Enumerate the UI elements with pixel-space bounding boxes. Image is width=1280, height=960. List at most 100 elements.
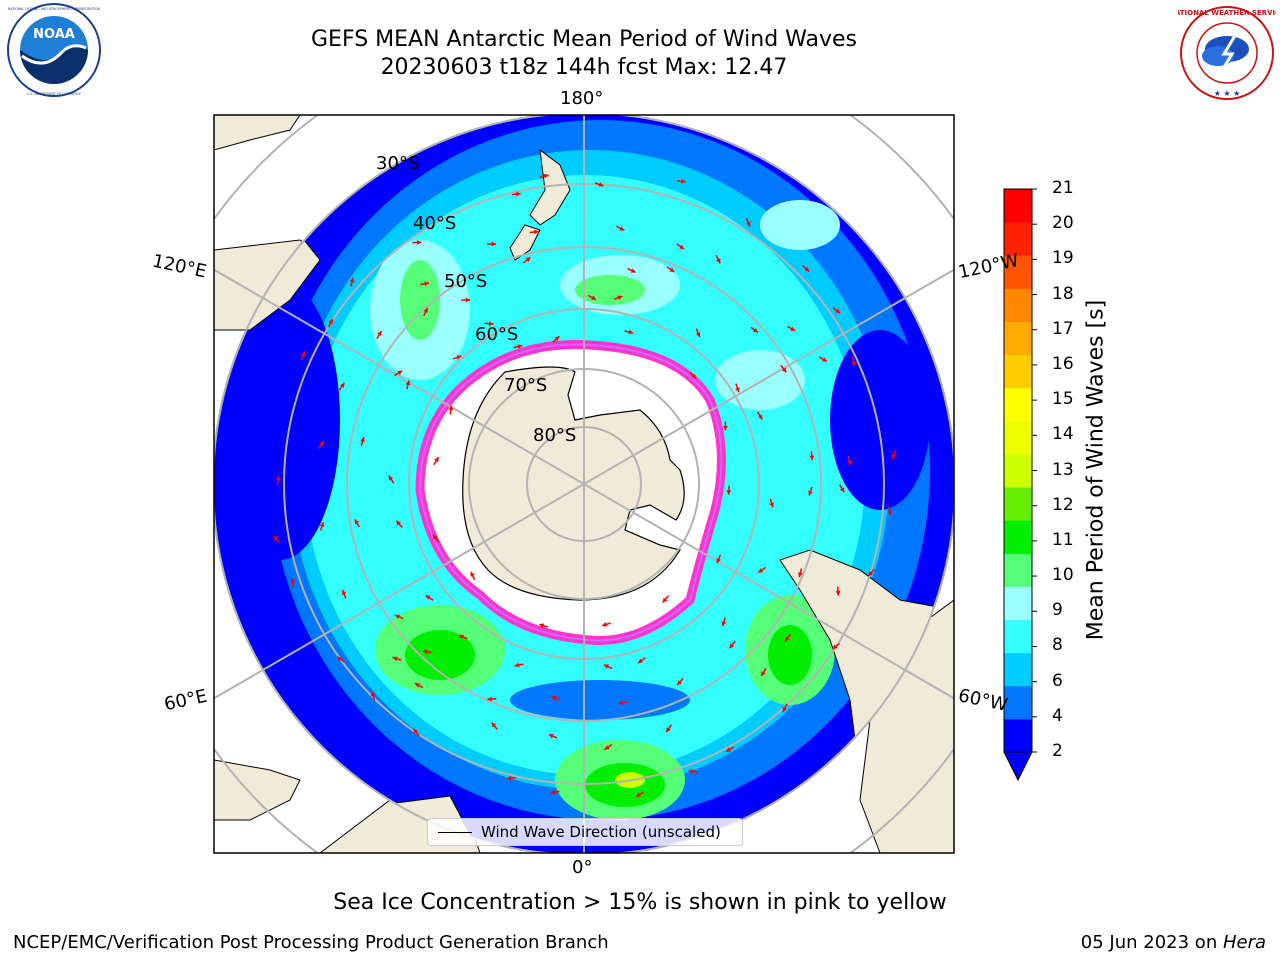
wave-arrow-head — [275, 475, 281, 481]
wave-arrow-head — [465, 297, 471, 303]
wave-arrow-head — [534, 229, 539, 235]
colorbar-tick-label: 9 — [1052, 600, 1063, 621]
wave-arrow-head — [598, 182, 604, 187]
wave-arrow-head — [716, 258, 721, 264]
chart-subtitle: 20230603 t18z 144h fcst Max: 12.47 — [380, 55, 788, 80]
wave-arrow-head — [835, 308, 841, 314]
noaa-logo: NOAA NATIONAL OCEANIC AND ATMOSPHERIC AD… — [4, 2, 104, 106]
wave-arrow-head — [602, 622, 607, 627]
wave-arrow-head — [349, 277, 355, 283]
wave-arrow-head — [726, 747, 731, 752]
wave-arrow-head — [832, 644, 838, 649]
wave-arrow-head — [666, 727, 671, 733]
wave-arrow-head — [781, 367, 787, 373]
wave-arrow-head — [669, 267, 675, 273]
nws-stars: ★ ★ ★ — [1214, 89, 1241, 98]
antarctica-land — [462, 366, 685, 601]
wave-arrow-head — [319, 522, 325, 527]
wave-arrow-head — [337, 656, 343, 662]
colorbar-band — [1004, 321, 1032, 356]
wave-arrow-head — [891, 454, 896, 460]
wave-arrow-head — [301, 351, 306, 357]
wave-arrow-head — [758, 568, 764, 573]
wave-arrow-head — [396, 520, 402, 526]
wave-arrow-head — [413, 728, 418, 734]
colorbar-band — [1004, 453, 1032, 488]
legend-line-icon — [438, 831, 472, 833]
wave-arrow-head — [681, 178, 686, 184]
colorbar-band — [1004, 288, 1032, 322]
wave-arrow-head — [551, 695, 557, 701]
lon-label-bottom: 0° — [572, 857, 593, 878]
wave-arrow-head — [517, 344, 523, 349]
wave-arrow-head — [723, 426, 728, 431]
map-legend: Wind Wave Direction (unscaled) — [427, 818, 743, 846]
wave-arrow-head — [354, 519, 360, 525]
wave-arrow-head — [769, 502, 774, 508]
wave-arrow-head — [414, 683, 420, 688]
colorbar-tick-label: 10 — [1052, 565, 1074, 586]
colorbar-tick-label: 19 — [1052, 248, 1074, 269]
colorbar-tick-label: 18 — [1052, 283, 1074, 304]
wave-arrow-head — [808, 490, 813, 496]
wave-arrow-head — [456, 355, 462, 360]
colorbar-extend-triangle — [1003, 751, 1033, 782]
wave-arrow-head — [491, 722, 497, 728]
footer-credit: NCEP/EMC/Verification Post Processing Pr… — [13, 932, 609, 953]
wave-arrow-head — [790, 326, 796, 331]
wave-arrow-head — [514, 662, 520, 668]
noaa-logo-text: NOAA — [33, 27, 75, 42]
colorbar-band — [1004, 652, 1032, 687]
colorbar-tick-label: 8 — [1052, 635, 1063, 656]
lat-label-40s: 40°S — [413, 213, 457, 234]
wave-arrow-head — [273, 535, 279, 541]
colorbar-tick-label: 11 — [1052, 529, 1074, 550]
wave-arrow-head — [424, 281, 430, 287]
colorbar-band — [1004, 420, 1032, 455]
wave-arrow-head — [746, 221, 751, 227]
wave-arrow-head — [785, 636, 790, 642]
wave-arrow-head — [679, 244, 685, 250]
colorbar-band — [1004, 718, 1032, 753]
colorbar-band — [1004, 387, 1032, 422]
wave-arrow-head — [458, 634, 464, 640]
graticule — [214, 115, 954, 853]
wave-arrow-head — [809, 455, 815, 461]
wave-arrow-head — [550, 789, 556, 795]
footer-system: Hera — [1222, 932, 1266, 953]
footer-date: 05 Jun 2023 on Hera — [1081, 932, 1266, 953]
sea-ice-note: Sea Ice Concentration > 15% is shown in … — [333, 890, 947, 915]
wave-arrow-head — [691, 373, 697, 379]
colorbar-label: Mean Period of Wind Waves [s] — [1083, 299, 1109, 641]
wave-arrow-head — [405, 380, 411, 386]
wave-arrow-head — [868, 571, 873, 576]
wave-arrow-head — [847, 460, 852, 466]
wave-arrow-head — [487, 696, 492, 702]
wave-arrow-head — [388, 475, 394, 481]
wave-arrow-head — [798, 572, 803, 578]
colorbar-tick-label: 6 — [1052, 670, 1063, 691]
colorbar-band — [1004, 586, 1032, 621]
wave-arrow-head — [423, 307, 428, 313]
wave-arrow-head — [434, 457, 439, 463]
colorbar-band — [1004, 619, 1032, 654]
wave-arrow-head — [525, 257, 531, 262]
wave-arrow-head — [804, 266, 810, 272]
wave-arrow-head — [758, 414, 763, 420]
wave-arrow-head — [377, 330, 382, 336]
wave-arrow-head — [488, 321, 494, 327]
lat-label-30s: 30°S — [376, 153, 420, 174]
wave-arrow-head — [761, 671, 766, 677]
wave-arrow-head — [716, 558, 721, 564]
wave-arrow-head — [319, 440, 324, 446]
wave-arrow-head — [328, 319, 333, 325]
wave-arrow-head — [448, 405, 454, 411]
colorbar-band — [1004, 553, 1032, 587]
wave-arrow-head — [370, 691, 376, 697]
legend-label: Wind Wave Direction (unscaled) — [481, 823, 721, 841]
wave-arrow-head — [726, 490, 732, 495]
wave-arrow-head — [360, 437, 365, 443]
colorbar-band — [1004, 255, 1032, 289]
wave-arrow-head — [554, 336, 560, 341]
colorbar-band — [1004, 487, 1032, 521]
